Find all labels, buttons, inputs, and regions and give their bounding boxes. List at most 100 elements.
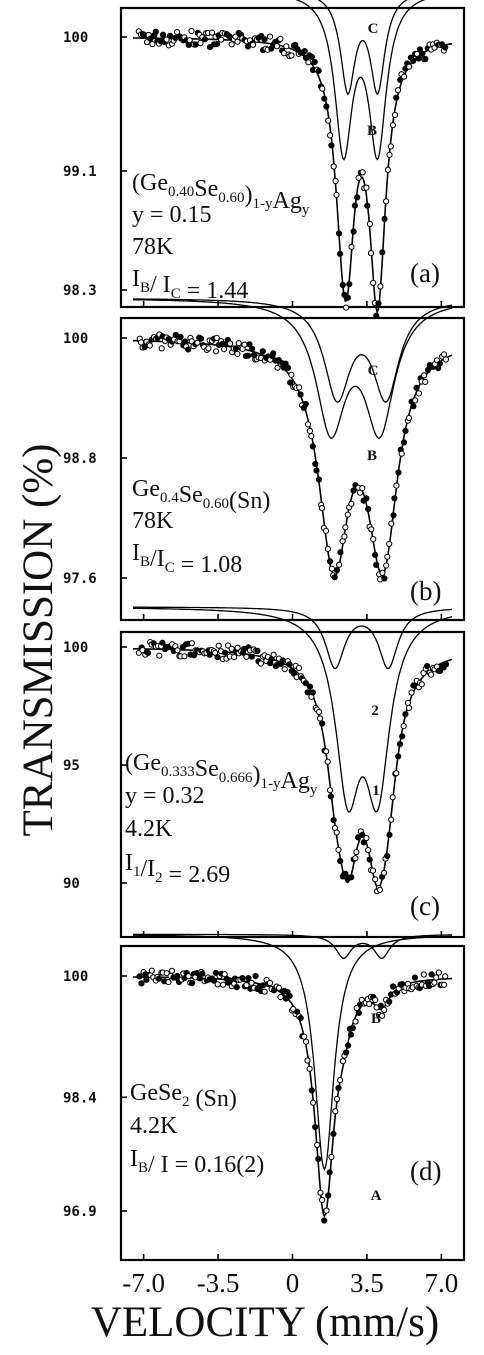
data-point: [146, 342, 153, 349]
data-point: [346, 281, 353, 288]
curve-label-A: A: [371, 1188, 382, 1204]
data-point: [257, 660, 264, 667]
data-point: [333, 567, 341, 574]
y-tick-label: 97.6: [63, 571, 97, 587]
data-point: [359, 831, 366, 838]
data-point: [302, 680, 309, 687]
data-point: [235, 340, 242, 347]
data-point: [319, 1196, 326, 1204]
data-point: [433, 974, 440, 981]
data-point: [218, 36, 225, 43]
y-tick-label: 100: [63, 30, 88, 46]
panel-label: (b): [410, 576, 441, 606]
data-point: [315, 67, 322, 74]
data-point: [339, 1058, 346, 1065]
data-point: [420, 971, 427, 978]
data-point: [337, 250, 344, 257]
data-point: [308, 53, 315, 61]
data-point: [428, 671, 435, 678]
data-point: [210, 977, 217, 984]
data-point: [431, 979, 438, 986]
data-point: [339, 281, 346, 289]
data-point: [232, 345, 239, 352]
data-point: [384, 553, 391, 560]
data-point: [310, 1099, 317, 1106]
data-point: [393, 482, 400, 489]
data-point: [328, 565, 335, 572]
data-point: [401, 73, 408, 80]
data-point: [418, 681, 425, 688]
data-point: [319, 720, 326, 727]
data-point: [326, 1169, 333, 1176]
data-point: [424, 663, 431, 670]
component-curve-A: [133, 934, 452, 1171]
data-point: [327, 793, 334, 800]
data-point: [259, 348, 266, 355]
data-point: [381, 1006, 388, 1014]
curve-label-2: 2: [371, 703, 379, 719]
data-point: [308, 433, 315, 440]
data-point: [281, 666, 288, 673]
data-point: [226, 33, 233, 40]
data-point: [352, 855, 359, 862]
panel-0: 100 99.1 98.3 C B (Ge0.40Se0.60)1-yAgy y = 0.…: [63, 0, 466, 319]
x-tick-label: 3.5: [350, 1268, 384, 1298]
data-point: [163, 36, 170, 43]
data-point: [400, 439, 408, 446]
data-point: [335, 230, 343, 237]
data-point: [360, 839, 367, 846]
data-point: [332, 177, 339, 185]
data-point: [343, 304, 350, 311]
data-point: [389, 122, 396, 129]
data-point: [228, 41, 235, 48]
y-tick-label: 99.1: [63, 164, 97, 180]
data-point: [325, 117, 332, 124]
data-point: [309, 443, 316, 450]
data-point: [316, 708, 323, 716]
data-point: [177, 333, 184, 341]
data-point: [324, 758, 331, 765]
data-point: [301, 1033, 308, 1040]
data-point: [393, 94, 400, 101]
data-point: [317, 1189, 324, 1196]
data-point: [231, 654, 238, 661]
data-point: [442, 661, 450, 668]
data-point: [273, 43, 281, 50]
data-point: [363, 495, 370, 502]
data-point: [436, 360, 443, 367]
data-point: [363, 184, 370, 191]
data-point: [221, 346, 228, 353]
data-point: [215, 642, 222, 649]
annotation-line: (Ge0.40Se0.60)1-yAgy: [132, 170, 310, 218]
data-point: [381, 575, 388, 582]
data-point: [377, 283, 384, 290]
data-point: [138, 980, 145, 987]
data-point: [234, 644, 241, 651]
panel-label: (a): [410, 258, 440, 288]
y-tick-label: 100: [63, 640, 88, 656]
data-point: [306, 427, 313, 435]
data-point: [214, 981, 221, 988]
data-point: [315, 476, 323, 483]
data-point: [337, 857, 344, 865]
data-point: [248, 979, 255, 986]
data-point: [327, 132, 334, 139]
data-point: [341, 533, 348, 540]
data-point: [297, 1015, 304, 1022]
y-axis-title: TRANSMISSION (%): [15, 444, 62, 837]
data-point: [191, 652, 198, 659]
data-point: [317, 715, 324, 722]
data-point: [186, 37, 193, 44]
annotation-line: GeSe2 (Sn): [130, 1080, 237, 1112]
data-point: [335, 1084, 342, 1092]
data-point: [248, 653, 255, 660]
data-point: [287, 379, 294, 386]
data-point: [391, 495, 398, 502]
data-point: [313, 467, 320, 474]
panels: 100 99.1 98.3 C B (Ge0.40Se0.60)1-yAgy y = 0.…: [63, 0, 466, 1262]
data-point: [410, 403, 417, 410]
data-point: [156, 652, 163, 659]
curve-label-B: B: [367, 448, 377, 464]
curve-label-B: B: [371, 1011, 381, 1027]
data-point: [345, 1042, 352, 1049]
